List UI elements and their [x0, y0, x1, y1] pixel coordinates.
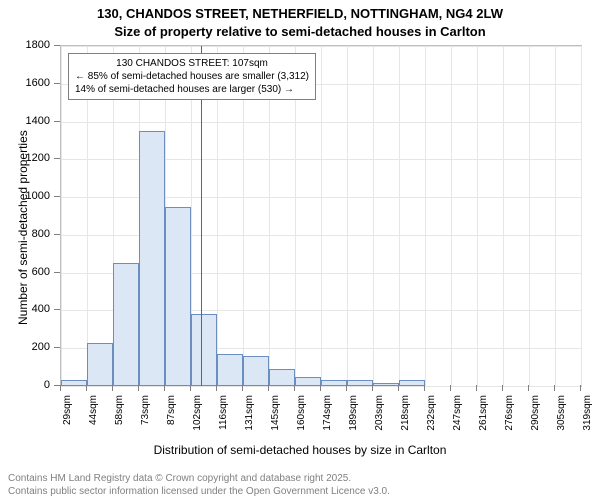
- footer-line-1: Contains HM Land Registry data © Crown c…: [8, 473, 390, 486]
- annotation-line-1: 130 CHANDOS STREET: 107sqm: [75, 57, 309, 70]
- xtick-mark: [398, 385, 399, 391]
- xtick-label: 73sqm: [140, 395, 151, 445]
- xtick-label: 29sqm: [62, 395, 73, 445]
- ytick-label: 400: [0, 303, 50, 315]
- xtick-mark: [424, 385, 425, 391]
- xtick-label: 305sqm: [556, 395, 567, 445]
- grid-line-v: [503, 46, 504, 386]
- ytick-mark: [54, 234, 60, 235]
- xtick-mark: [450, 385, 451, 391]
- xtick-label: 319sqm: [582, 395, 593, 445]
- xtick-label: 261sqm: [478, 395, 489, 445]
- chart-subtitle: Size of property relative to semi-detach…: [0, 24, 600, 39]
- xtick-label: 44sqm: [88, 395, 99, 445]
- ytick-label: 0: [0, 379, 50, 391]
- grid-line-h: [61, 386, 581, 387]
- grid-line-v: [373, 46, 374, 386]
- grid-line-v: [399, 46, 400, 386]
- annotation-box: 130 CHANDOS STREET: 107sqm← 85% of semi-…: [68, 53, 316, 100]
- grid-line-v: [425, 46, 426, 386]
- xtick-mark: [60, 385, 61, 391]
- grid-line-v: [555, 46, 556, 386]
- xtick-mark: [216, 385, 217, 391]
- ytick-label: 1200: [0, 152, 50, 164]
- ytick-mark: [54, 83, 60, 84]
- annotation-line-3: 14% of semi-detached houses are larger (…: [75, 83, 309, 96]
- histogram-bar: [165, 207, 191, 386]
- chart-title: 130, CHANDOS STREET, NETHERFIELD, NOTTIN…: [0, 6, 600, 21]
- ytick-mark: [54, 158, 60, 159]
- grid-line-v: [347, 46, 348, 386]
- histogram-bar: [139, 131, 165, 386]
- ytick-mark: [54, 347, 60, 348]
- grid-line-v: [451, 46, 452, 386]
- xtick-mark: [138, 385, 139, 391]
- xtick-label: 102sqm: [192, 395, 203, 445]
- histogram-bar: [113, 263, 139, 386]
- grid-line-v: [529, 46, 530, 386]
- annotation-line-2: ← 85% of semi-detached houses are smalle…: [75, 70, 309, 83]
- ytick-mark: [54, 272, 60, 273]
- ytick-label: 1000: [0, 190, 50, 202]
- xtick-mark: [476, 385, 477, 391]
- xtick-mark: [86, 385, 87, 391]
- histogram-bar: [61, 380, 87, 386]
- xtick-label: 218sqm: [400, 395, 411, 445]
- xtick-mark: [268, 385, 269, 391]
- ytick-label: 600: [0, 266, 50, 278]
- histogram-bar: [295, 377, 321, 386]
- xtick-mark: [294, 385, 295, 391]
- xtick-label: 189sqm: [348, 395, 359, 445]
- ytick-mark: [54, 45, 60, 46]
- xtick-mark: [164, 385, 165, 391]
- grid-line-v: [477, 46, 478, 386]
- xtick-mark: [190, 385, 191, 391]
- xtick-label: 174sqm: [322, 395, 333, 445]
- xtick-label: 160sqm: [296, 395, 307, 445]
- histogram-bar: [347, 380, 373, 386]
- ytick-label: 1400: [0, 115, 50, 127]
- grid-line-v: [581, 46, 582, 386]
- xtick-mark: [346, 385, 347, 391]
- histogram-bar: [269, 369, 295, 386]
- histogram-bar: [217, 354, 243, 386]
- ytick-label: 1800: [0, 39, 50, 51]
- histogram-bar: [373, 383, 399, 386]
- ytick-label: 200: [0, 341, 50, 353]
- ytick-mark: [54, 121, 60, 122]
- footer-line-2: Contains public sector information licen…: [8, 486, 390, 499]
- xtick-label: 87sqm: [166, 395, 177, 445]
- xtick-mark: [372, 385, 373, 391]
- xtick-mark: [502, 385, 503, 391]
- xtick-mark: [242, 385, 243, 391]
- ytick-label: 1600: [0, 77, 50, 89]
- grid-line-v: [61, 46, 62, 386]
- xtick-label: 58sqm: [114, 395, 125, 445]
- ytick-mark: [54, 196, 60, 197]
- histogram-bar: [399, 380, 425, 386]
- footer-attribution: Contains HM Land Registry data © Crown c…: [8, 473, 390, 498]
- xtick-mark: [320, 385, 321, 391]
- xtick-mark: [112, 385, 113, 391]
- xtick-mark: [580, 385, 581, 391]
- histogram-bar: [243, 356, 269, 386]
- xtick-label: 290sqm: [530, 395, 541, 445]
- xtick-label: 247sqm: [452, 395, 463, 445]
- xtick-mark: [528, 385, 529, 391]
- histogram-bar: [87, 343, 113, 386]
- xtick-label: 203sqm: [374, 395, 385, 445]
- ytick-mark: [54, 309, 60, 310]
- xtick-label: 232sqm: [426, 395, 437, 445]
- histogram-bar: [321, 380, 347, 386]
- xtick-label: 145sqm: [270, 395, 281, 445]
- xtick-label: 276sqm: [504, 395, 515, 445]
- xtick-mark: [554, 385, 555, 391]
- grid-line-v: [321, 46, 322, 386]
- histogram-bar: [191, 314, 217, 386]
- ytick-label: 800: [0, 228, 50, 240]
- xtick-label: 131sqm: [244, 395, 255, 445]
- chart-container: 130, CHANDOS STREET, NETHERFIELD, NOTTIN…: [0, 0, 600, 500]
- x-axis-label: Distribution of semi-detached houses by …: [0, 443, 600, 457]
- xtick-label: 116sqm: [218, 395, 229, 445]
